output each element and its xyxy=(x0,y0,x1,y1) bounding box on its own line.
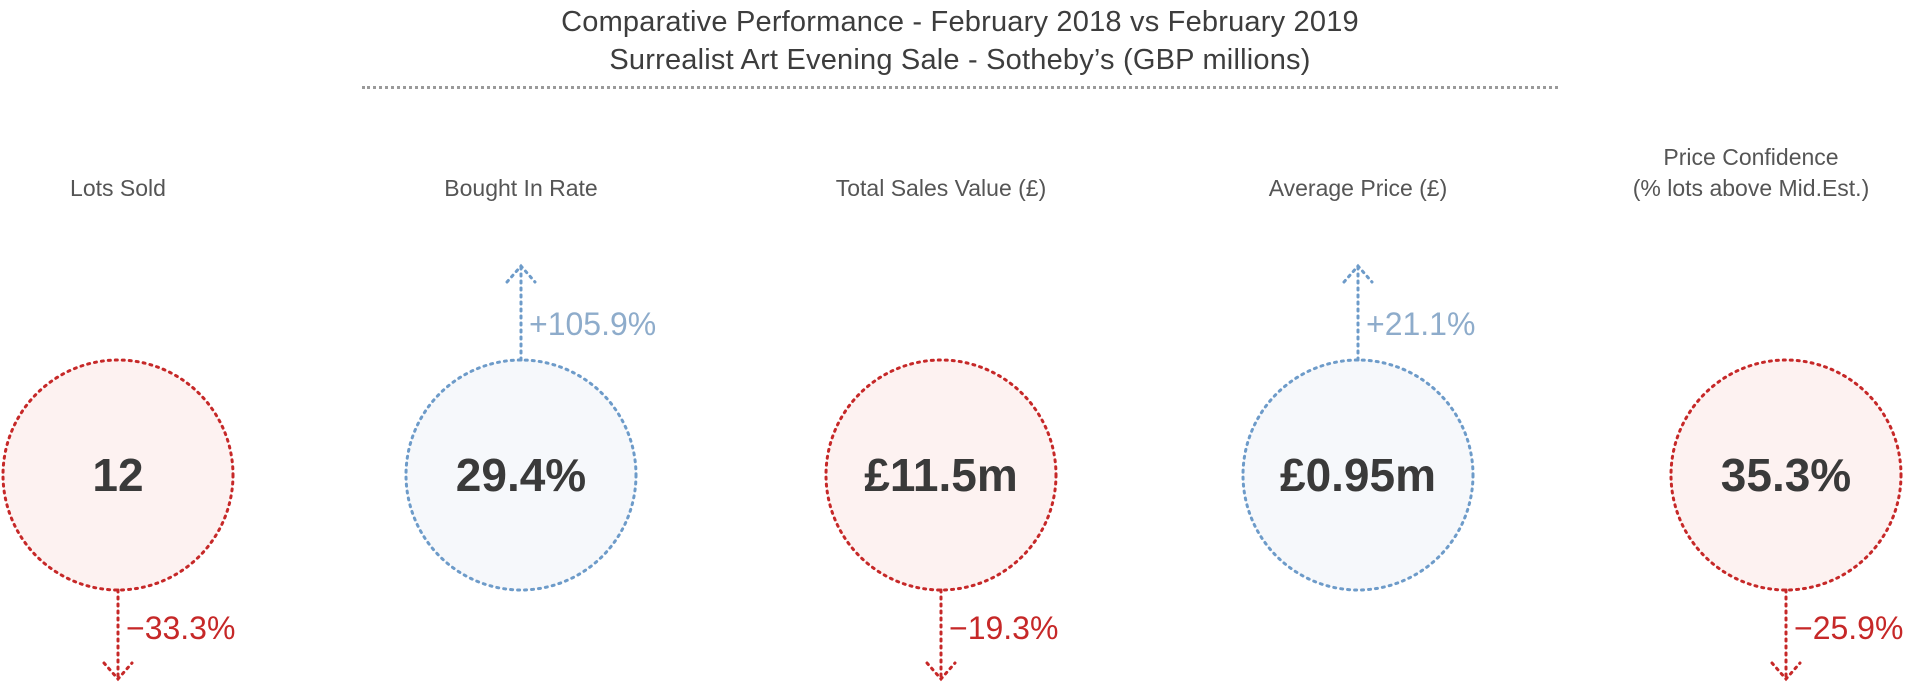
change-increase: +105.9% xyxy=(529,306,657,342)
down-arrow-head xyxy=(925,661,957,682)
metric-label-line: Lots Sold xyxy=(70,175,166,201)
title-divider xyxy=(362,86,1558,89)
metric-value: 12 xyxy=(92,449,144,501)
metric-value: 35.3% xyxy=(1720,449,1852,501)
metric-label: Bought In Rate xyxy=(361,173,681,204)
down-arrow-head xyxy=(1770,661,1802,682)
metric-label-line: Bought In Rate xyxy=(444,175,598,201)
metric-value: £0.95m xyxy=(1279,449,1436,501)
chart-subtitle: Surrealist Art Evening Sale - Sotheby’s … xyxy=(609,44,1311,76)
metric-label: Average Price (£) xyxy=(1198,173,1518,204)
change-decrease: −19.3% xyxy=(949,610,1059,646)
change-increase: +21.1% xyxy=(1366,306,1476,342)
metric-value: £11.5m xyxy=(864,449,1018,501)
change-decrease: −33.3% xyxy=(126,610,236,646)
metric-label-line: (% lots above Mid.Est.) xyxy=(1632,175,1870,201)
metric-label: Lots Sold xyxy=(0,173,278,204)
up-arrow-head xyxy=(505,263,537,284)
metric-label-line: Total Sales Value (£) xyxy=(835,175,1047,201)
metric-label: Total Sales Value (£) xyxy=(781,173,1101,204)
chart-title: Comparative Performance - February 2018 … xyxy=(561,6,1359,38)
metric-value: 29.4% xyxy=(455,449,587,501)
metric-label-line: Average Price (£) xyxy=(1268,175,1448,201)
up-arrow-head xyxy=(1342,263,1374,284)
down-arrow-head xyxy=(102,661,134,682)
change-decrease: −25.9% xyxy=(1794,610,1904,646)
metric-label-line: Price Confidence xyxy=(1663,144,1839,170)
metric-label: Price Confidence (% lots above Mid.Est.) xyxy=(1586,142,1916,204)
